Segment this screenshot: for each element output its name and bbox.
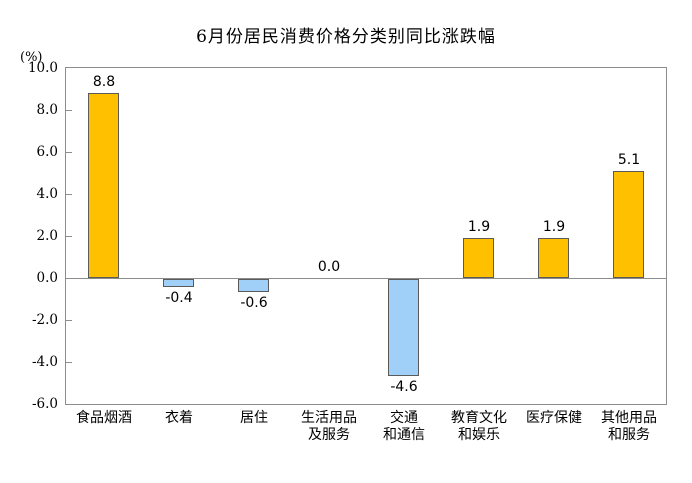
plot-area: 8.8 -0.4 -0.6 0.0 -4.6 1.9 1.9 5.1 xyxy=(65,67,667,405)
bar-value-label: -4.6 xyxy=(390,379,418,395)
bar-value-label: 8.8 xyxy=(92,74,116,90)
y-axis-tick-label: -6.0 xyxy=(31,396,58,412)
y-axis-unit-label: (%) xyxy=(20,50,43,65)
y-axis-tick-label: 0.0 xyxy=(36,270,58,286)
y-axis-tick xyxy=(66,362,72,363)
y-axis-tick xyxy=(66,152,72,153)
zero-axis-line xyxy=(66,278,666,279)
y-axis-tick-label: 2.0 xyxy=(36,228,58,244)
y-axis-tick xyxy=(66,320,72,321)
y-axis-tick xyxy=(66,194,72,195)
bar-3 xyxy=(238,279,269,292)
chart-title: 6月份居民消费价格分类别同比涨跌幅 xyxy=(196,27,496,47)
y-axis-tick-label: 4.0 xyxy=(36,186,58,202)
bar-value-label: -0.6 xyxy=(240,295,268,311)
y-axis-tick-label: 10.0 xyxy=(27,60,58,76)
x-axis-category-label: 教育文化 和娱乐 xyxy=(451,410,507,443)
bar-8 xyxy=(613,171,644,278)
bar-5 xyxy=(388,279,419,376)
bar-7 xyxy=(538,238,569,278)
y-axis-tick xyxy=(66,236,72,237)
bar-2 xyxy=(163,279,194,287)
y-axis-tick xyxy=(66,110,72,111)
x-axis-category-label: 居住 xyxy=(240,410,268,426)
bar-value-label: 1.9 xyxy=(467,219,491,235)
bar-value-label: 0.0 xyxy=(317,259,341,275)
bar-6 xyxy=(463,238,494,278)
y-axis-tick-labels: 10.0 8.0 6.0 4.0 2.0 0.0 -2.0 -4.0 -6.0 xyxy=(0,0,58,483)
y-axis-tick-label: -2.0 xyxy=(31,312,58,328)
x-axis-category-label: 衣着 xyxy=(165,410,193,426)
y-axis-tick-label: 8.0 xyxy=(36,102,58,118)
bar-value-label: 1.9 xyxy=(542,219,566,235)
bar-1 xyxy=(88,93,119,278)
x-axis-category-label: 其他用品 和服务 xyxy=(601,410,657,443)
x-axis-category-label: 交通 和通信 xyxy=(383,410,425,443)
y-axis-tick-label: 6.0 xyxy=(36,144,58,160)
y-axis-tick-label: -4.0 xyxy=(31,354,58,370)
x-axis-category-label: 医疗保健 xyxy=(526,410,582,426)
x-axis-category-label: 食品烟酒 xyxy=(76,410,132,426)
bar-value-label: -0.4 xyxy=(165,290,193,306)
bar-value-label: 5.1 xyxy=(617,152,641,168)
x-axis-category-label: 生活用品 及服务 xyxy=(301,410,357,443)
